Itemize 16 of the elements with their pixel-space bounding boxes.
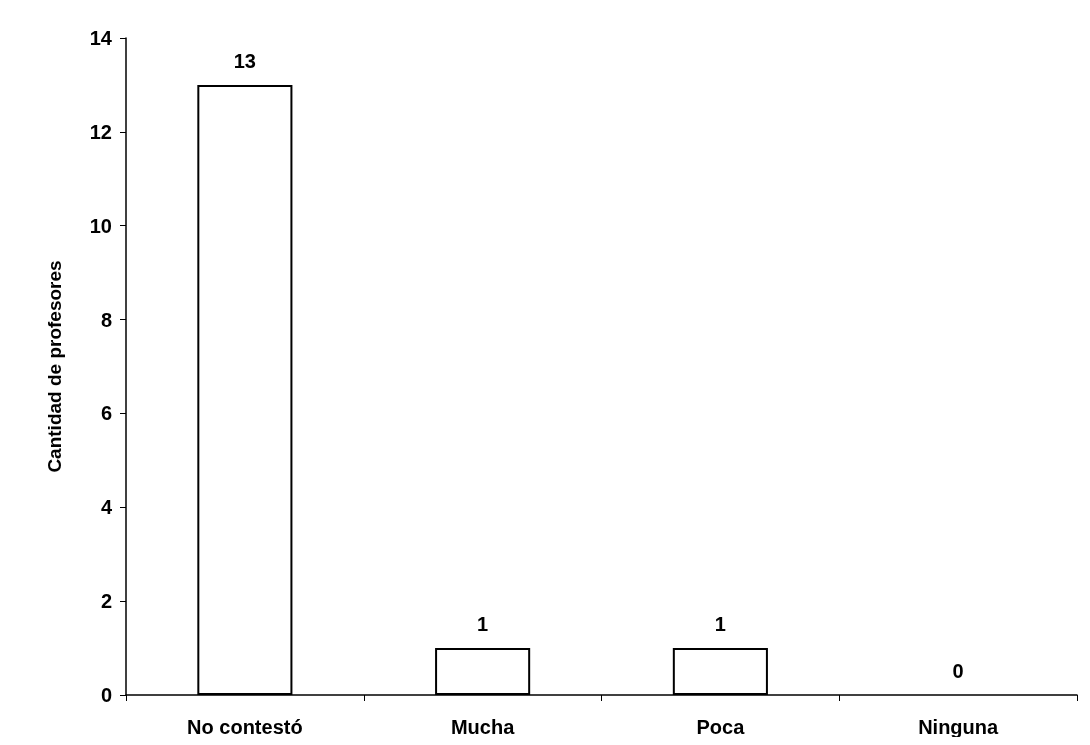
data-label: 1 — [477, 613, 489, 636]
x-tick-label: Poca — [696, 716, 746, 738]
y-tick-label: 12 — [89, 120, 112, 143]
y-axis-title: Cantidad de profesores — [44, 260, 65, 473]
y-tick-label: 10 — [89, 214, 112, 237]
y-tick-label: 14 — [89, 27, 113, 49]
y-tick-label: 0 — [100, 684, 112, 706]
data-label: 0 — [952, 660, 964, 682]
data-label: 1 — [714, 613, 726, 636]
x-tick-label: Mucha — [450, 716, 516, 738]
y-tick-label: 6 — [100, 402, 112, 425]
x-tick-label: No contestó — [187, 716, 303, 738]
y-tick-label: 2 — [100, 590, 112, 613]
y-tick-label: 4 — [100, 496, 113, 519]
data-label: 13 — [233, 49, 256, 72]
y-tick-label: 8 — [100, 308, 112, 331]
